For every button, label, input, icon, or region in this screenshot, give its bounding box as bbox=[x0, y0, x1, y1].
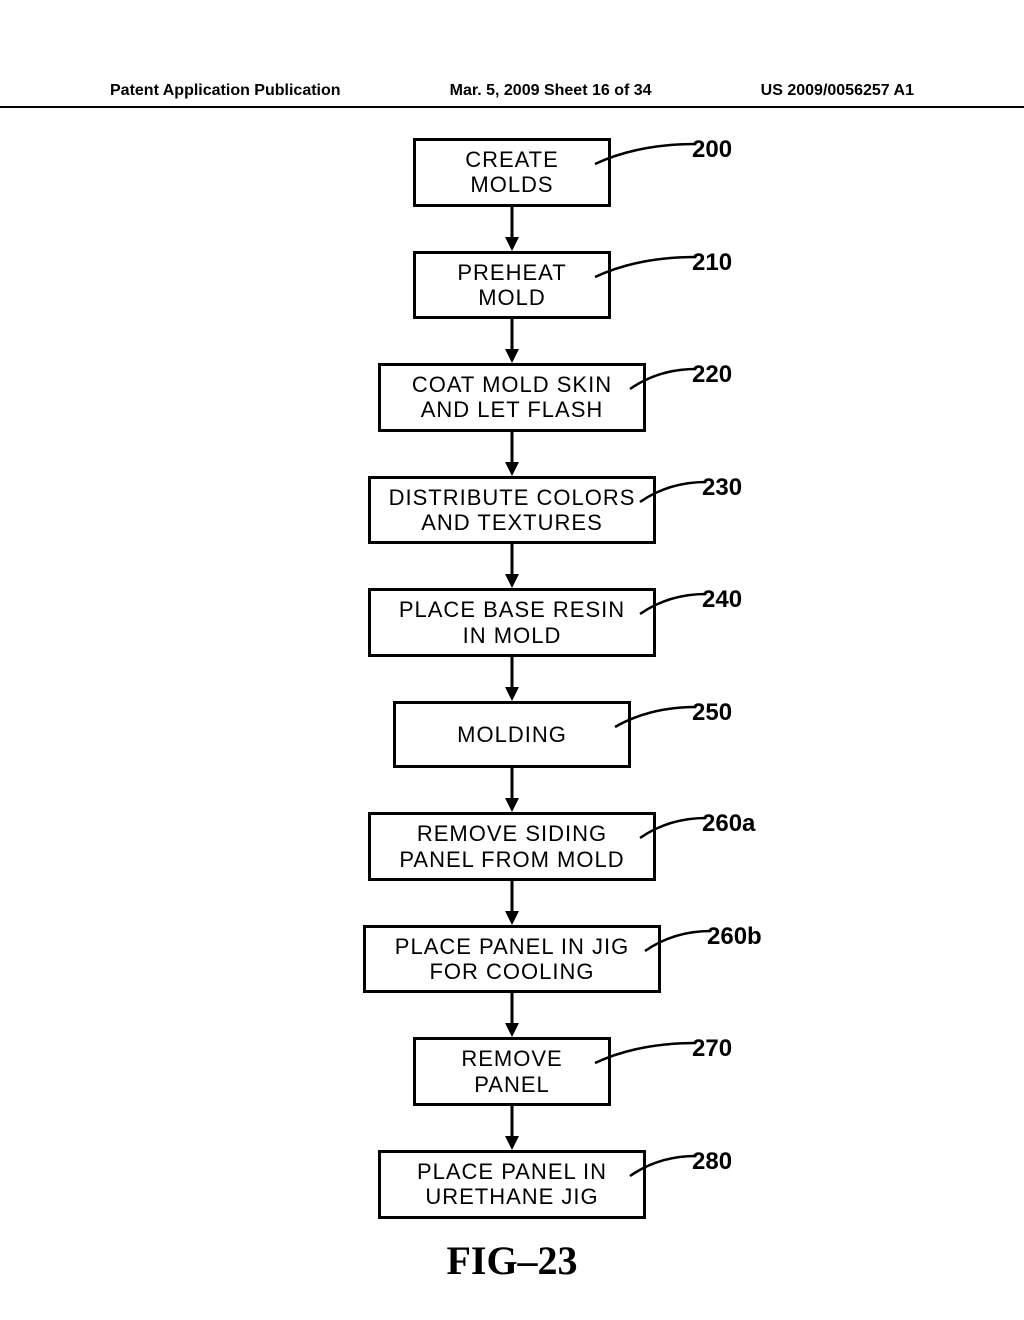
flow-box-280: PLACE PANEL INURETHANE JIG bbox=[378, 1150, 646, 1219]
flowchart: CREATEMOLDS 200 PREHEATMOLD 210 COAT MOL… bbox=[0, 138, 1024, 1284]
flow-box-line: REMOVE bbox=[432, 1046, 592, 1071]
flow-arrow bbox=[0, 768, 1024, 812]
reference-number-230: 230 bbox=[702, 474, 742, 502]
flow-arrow bbox=[0, 207, 1024, 251]
flow-step-230: DISTRIBUTE COLORSAND TEXTURES 230 bbox=[0, 476, 1024, 545]
flow-box-260a: REMOVE SIDINGPANEL FROM MOLD bbox=[368, 812, 656, 881]
flow-arrow bbox=[0, 544, 1024, 588]
reference-number-260b: 260b bbox=[707, 923, 762, 951]
flow-box-line: MOLD bbox=[432, 285, 592, 310]
flow-box-200: CREATEMOLDS bbox=[413, 138, 611, 207]
flow-box-260b: PLACE PANEL IN JIGFOR COOLING bbox=[363, 925, 661, 994]
flow-step-210: PREHEATMOLD 210 bbox=[0, 251, 1024, 320]
arrow-icon bbox=[492, 768, 532, 812]
flow-box-line: MOLDS bbox=[432, 172, 592, 197]
flow-box-220: COAT MOLD SKINAND LET FLASH bbox=[378, 363, 646, 432]
flow-step-280: PLACE PANEL INURETHANE JIG 280 bbox=[0, 1150, 1024, 1219]
flow-box-line: PLACE BASE RESIN bbox=[387, 597, 637, 622]
arrow-icon bbox=[492, 1106, 532, 1150]
flow-step-260a: REMOVE SIDINGPANEL FROM MOLD 260a bbox=[0, 812, 1024, 881]
flow-arrow bbox=[0, 657, 1024, 701]
arrow-icon bbox=[492, 432, 532, 476]
flow-box-line: IN MOLD bbox=[387, 623, 637, 648]
flow-box-210: PREHEATMOLD bbox=[413, 251, 611, 320]
flow-box-230: DISTRIBUTE COLORSAND TEXTURES bbox=[368, 476, 656, 545]
leader-line bbox=[595, 1041, 702, 1072]
flow-arrow bbox=[0, 881, 1024, 925]
flow-box-270: REMOVEPANEL bbox=[413, 1037, 611, 1106]
flow-arrow bbox=[0, 432, 1024, 476]
flow-step-240: PLACE BASE RESININ MOLD 240 bbox=[0, 588, 1024, 657]
flow-box-line: PLACE PANEL IN bbox=[397, 1159, 627, 1184]
flow-box-line: URETHANE JIG bbox=[397, 1184, 627, 1209]
reference-number-250: 250 bbox=[692, 699, 732, 727]
flow-box-line: FOR COOLING bbox=[382, 959, 642, 984]
arrow-icon bbox=[492, 657, 532, 701]
header-center: Mar. 5, 2009 Sheet 16 of 34 bbox=[450, 82, 652, 100]
leader-line bbox=[615, 705, 702, 736]
flow-box-line: MOLDING bbox=[412, 722, 612, 747]
page: Patent Application Publication Mar. 5, 2… bbox=[0, 0, 1024, 1320]
flow-box-line: REMOVE SIDING bbox=[387, 821, 637, 846]
flow-box-line: CREATE bbox=[432, 147, 592, 172]
arrow-icon bbox=[492, 319, 532, 363]
reference-number-210: 210 bbox=[692, 249, 732, 277]
flow-arrow bbox=[0, 993, 1024, 1037]
page-header: Patent Application Publication Mar. 5, 2… bbox=[0, 82, 1024, 108]
flow-box-250: MOLDING bbox=[393, 701, 631, 768]
flow-box-line: PLACE PANEL IN JIG bbox=[382, 934, 642, 959]
arrow-icon bbox=[492, 993, 532, 1037]
header-left: Patent Application Publication bbox=[110, 82, 341, 100]
reference-number-280: 280 bbox=[692, 1148, 732, 1176]
flow-box-line: PANEL bbox=[432, 1072, 592, 1097]
figure-caption: FIG–23 bbox=[446, 1237, 577, 1284]
arrow-icon bbox=[492, 544, 532, 588]
reference-number-270: 270 bbox=[692, 1035, 732, 1063]
flow-box-240: PLACE BASE RESININ MOLD bbox=[368, 588, 656, 657]
reference-number-240: 240 bbox=[702, 586, 742, 614]
header-right: US 2009/0056257 A1 bbox=[761, 82, 914, 100]
flow-arrow bbox=[0, 1106, 1024, 1150]
reference-number-260a: 260a bbox=[702, 810, 755, 838]
flow-step-200: CREATEMOLDS 200 bbox=[0, 138, 1024, 207]
flow-box-line: PANEL FROM MOLD bbox=[387, 847, 637, 872]
arrow-icon bbox=[492, 881, 532, 925]
reference-number-200: 200 bbox=[692, 136, 732, 164]
flow-step-260b: PLACE PANEL IN JIGFOR COOLING 260b bbox=[0, 925, 1024, 994]
reference-number-220: 220 bbox=[692, 361, 732, 389]
arrow-icon bbox=[492, 207, 532, 251]
flow-step-220: COAT MOLD SKINAND LET FLASH 220 bbox=[0, 363, 1024, 432]
flow-step-270: REMOVEPANEL 270 bbox=[0, 1037, 1024, 1106]
flow-step-250: MOLDING 250 bbox=[0, 701, 1024, 768]
flow-box-line: PREHEAT bbox=[432, 260, 592, 285]
leader-line bbox=[595, 142, 702, 173]
flow-box-line: DISTRIBUTE COLORS bbox=[387, 485, 637, 510]
flow-box-line: AND TEXTURES bbox=[387, 510, 637, 535]
flow-arrow bbox=[0, 319, 1024, 363]
flow-box-line: AND LET FLASH bbox=[397, 397, 627, 422]
leader-line bbox=[595, 255, 702, 286]
flow-box-line: COAT MOLD SKIN bbox=[397, 372, 627, 397]
